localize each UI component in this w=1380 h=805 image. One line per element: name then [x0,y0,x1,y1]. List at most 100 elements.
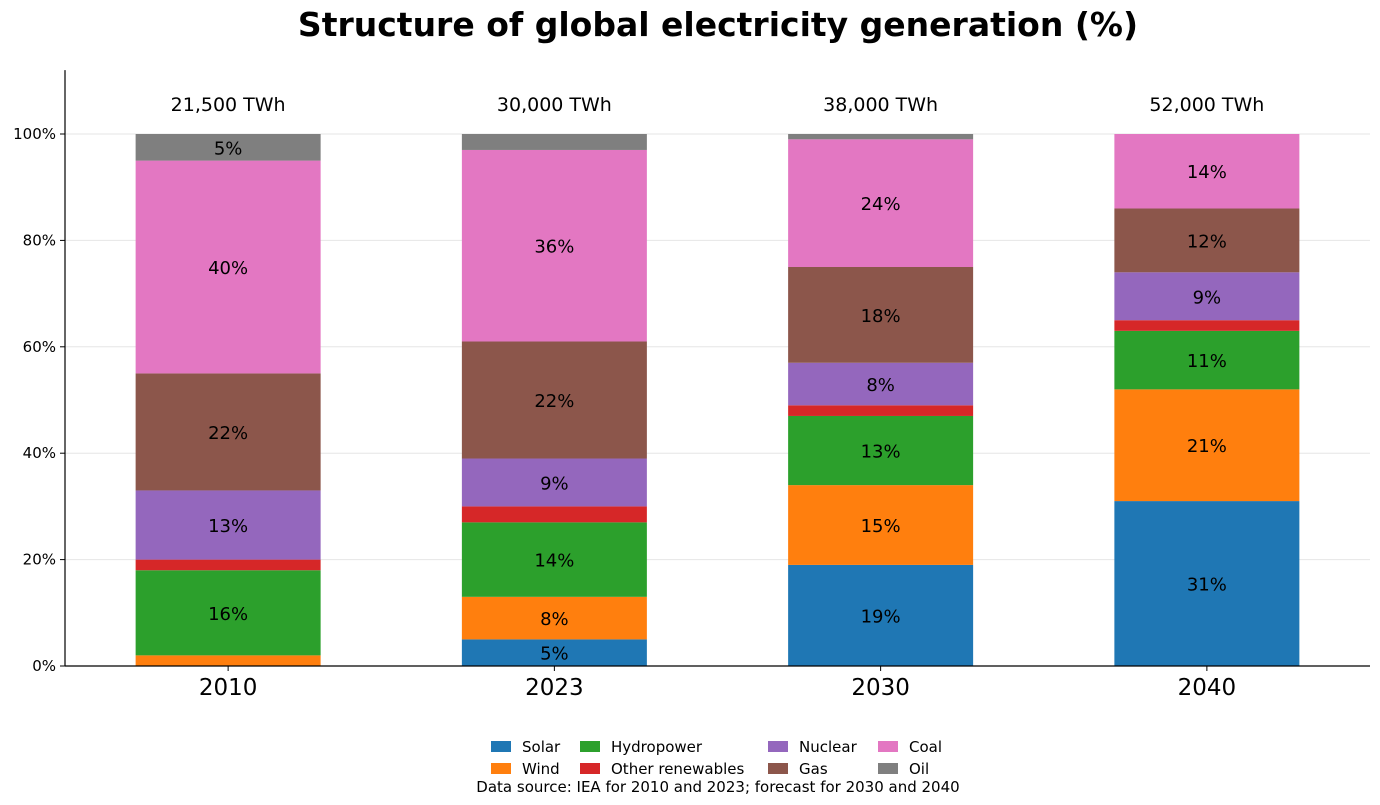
legend-label: Oil [909,760,929,778]
bar-segment-oil [461,134,647,150]
x-tick-label: 2010 [199,675,258,701]
segment-value-label: 9% [540,473,569,494]
segment-value-label: 12% [1187,231,1227,252]
x-tick-label: 2023 [525,675,584,701]
segment-value-label: 5% [540,644,569,665]
segment-value-label: 22% [534,391,574,412]
total-labels: 21,500 TWh 30,000 TWh 38,000 TWh 52,000 TWh [171,94,1265,116]
bar-segment-solar [1114,501,1300,666]
legend-swatch [878,763,898,774]
legend-item: Solar [491,738,561,756]
bar-segment-other-renewables [135,559,321,571]
bar-segment-hydropower [788,415,974,486]
axes [60,70,1370,671]
segment-value-label: 13% [861,442,901,463]
legend-swatch [580,741,600,752]
bar-segment-hydropower [135,570,321,656]
legend-label: Solar [522,738,561,756]
y-tick-label: 40% [23,444,56,462]
bar-segment-coal [461,149,647,342]
segment-value-label: 9% [1193,287,1222,308]
bar-segment-wind [1114,389,1300,502]
y-tick-label: 80% [23,231,56,249]
legend-swatch [878,741,898,752]
bar-segment-other-renewables [461,506,647,523]
y-tick-label: 60% [23,338,56,356]
legend-label: Hydropower [611,738,703,756]
bar-segment-other-renewables [1114,320,1300,331]
bar-segment-wind [461,596,647,640]
legend-item: Gas [768,760,828,778]
source-note: Data source: IEA for 2010 and 2023; fore… [476,778,959,796]
bar-segment-coal [1114,134,1300,209]
legend: Solar Wind Hydropower Other renewables Nucle… [491,738,942,778]
bars: 16% 13% 22% 40% 5% 5% 8% 14% 9% 22% 36% 19% 15% 13% 8%… [135,134,1300,666]
segment-value-label: 36% [534,237,574,258]
segment-value-label: 8% [540,609,569,630]
bar-segment-oil [788,134,974,140]
legend-swatch [768,741,788,752]
segment-value-label: 11% [1187,351,1227,372]
x-tick-label: 2030 [851,675,910,701]
chart-title: Structure of global electricity generati… [298,5,1138,44]
segment-value-label: 40% [208,258,248,279]
legend-label: Other renewables [611,760,745,778]
legend-item: Hydropower [580,738,703,756]
bar-total-label: 52,000 TWh [1149,94,1264,116]
legend-item: Coal [878,738,942,756]
legend-label: Coal [909,738,942,756]
segment-value-label: 31% [1187,575,1227,596]
segment-value-label: 24% [861,194,901,215]
legend-swatch [491,763,511,774]
segment-value-label: 8% [866,375,895,396]
tick-labels: 0% 20% 40% 60% 80% 100% 2010 2023 2030 2040 [13,125,1236,701]
bar-total-label: 30,000 TWh [497,94,612,116]
bar-total-label: 38,000 TWh [823,94,938,116]
bar-segment-gas [135,373,321,491]
segment-value-label: 22% [208,423,248,444]
legend-item: Other renewables [580,760,745,778]
bar-segment-nuclear [135,490,321,560]
segment-value-label: 14% [1187,162,1227,183]
segment-value-label: 14% [534,551,574,572]
legend-swatch [580,763,600,774]
bar-segment-solar [788,564,974,666]
bar-segment-hydropower [1114,330,1300,390]
legend-label: Wind [522,760,560,778]
legend-label: Nuclear [799,738,858,756]
bar-segment-solar [461,639,647,666]
bar-segment-gas [1114,208,1300,273]
bar-segment-gas [461,341,647,459]
segment-value-label: 13% [208,516,248,537]
bar-segment-coal [135,160,321,374]
legend-label: Gas [799,760,828,778]
bar-segment-wind [788,485,974,565]
segment-value-label: 21% [1187,436,1227,457]
legend-item: Oil [878,760,929,778]
segment-value-label: 19% [861,606,901,627]
segment-value-label: 16% [208,604,248,625]
legend-item: Wind [491,760,560,778]
segment-value-label: 15% [861,516,901,537]
bar-segment-wind [135,655,321,666]
bar-segment-hydropower [461,522,647,597]
bar-segment-other-renewables [788,405,974,416]
legend-item: Nuclear [768,738,858,756]
segment-value-label: 18% [861,306,901,327]
x-tick-label: 2040 [1178,675,1237,701]
y-tick-label: 20% [23,551,56,569]
bar-segment-nuclear [461,458,647,507]
y-tick-label: 100% [13,125,56,143]
segment-value-label: 5% [214,138,243,159]
bar-segment-nuclear [788,362,974,406]
y-tick-label: 0% [32,657,56,675]
bar-segment-oil [135,134,321,161]
bar-segment-nuclear [1114,272,1300,321]
legend-swatch [491,741,511,752]
legend-swatch [768,763,788,774]
bar-segment-gas [788,267,974,363]
bar-total-label: 21,500 TWh [171,94,286,116]
bar-segment-coal [788,139,974,267]
